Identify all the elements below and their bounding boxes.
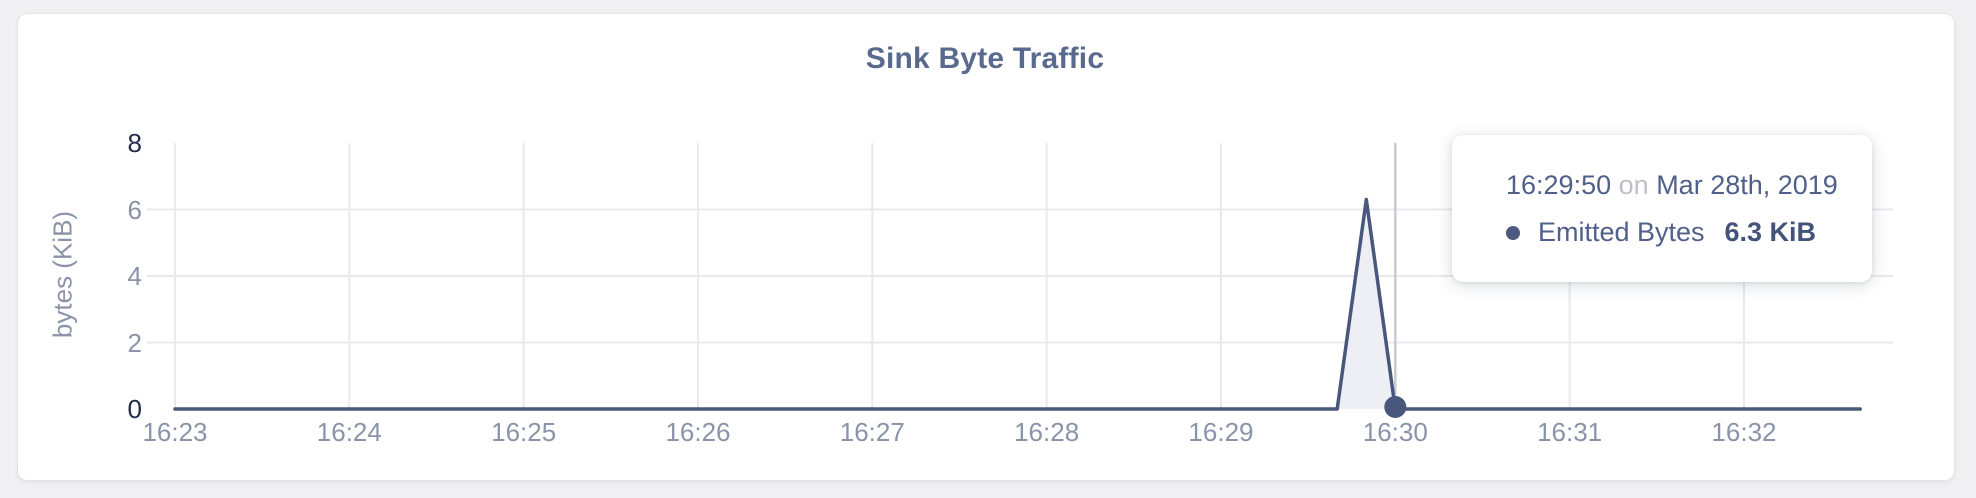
series-bullet-icon <box>1506 225 1520 240</box>
x-tick-label: 16:31 <box>1537 417 1603 447</box>
x-tick-label: 16:26 <box>665 417 731 447</box>
tooltip-date: Mar 28th, 2019 <box>1656 170 1838 200</box>
y-tick-label: 8 <box>127 128 142 158</box>
tooltip-time: 16:29:50 <box>1506 170 1612 200</box>
y-tick-label: 2 <box>127 327 142 358</box>
chart-title: Sink Byte Traffic <box>865 42 1105 75</box>
x-tick-label: 16:30 <box>1362 417 1428 447</box>
tooltip-conjunction: on <box>1618 170 1649 200</box>
tooltip-series-row: Emitted Bytes 6.3 KiB <box>1506 217 1816 248</box>
x-tick-label: 16:27 <box>839 417 905 447</box>
y-tick-label: 0 <box>127 394 142 424</box>
x-tick-label: 16:28 <box>1014 417 1080 447</box>
x-tick-label: 16:25 <box>491 417 557 447</box>
x-tick-label: 16:24 <box>316 417 382 447</box>
y-tick-label: 4 <box>127 261 142 291</box>
hover-point-dot <box>1384 396 1407 418</box>
tooltip-timestamp: 16:29:50 on Mar 28th, 2019 <box>1506 170 1838 201</box>
chart-tooltip: 16:29:50 on Mar 28th, 2019 Emitted Bytes… <box>1452 135 1872 282</box>
y-tick-label: 6 <box>127 194 142 225</box>
tooltip-series-label: Emitted Bytes <box>1538 217 1705 247</box>
series-line <box>173 197 1862 411</box>
x-tick-label: 16:32 <box>1711 417 1777 447</box>
tooltip-series-value: 6.3 KiB <box>1724 217 1816 247</box>
x-tick-label: 16:23 <box>142 417 208 447</box>
x-tick-label: 16:29 <box>1188 417 1254 447</box>
